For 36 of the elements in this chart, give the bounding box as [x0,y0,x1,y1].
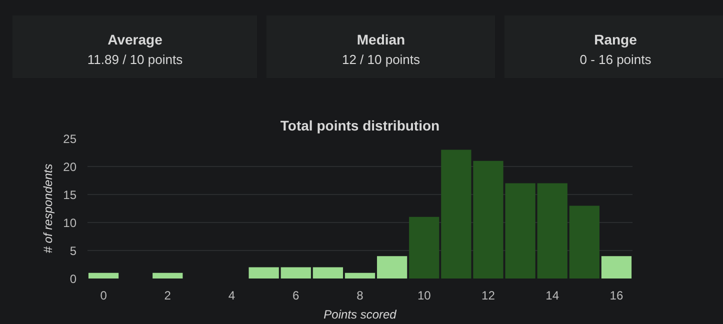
y-tick-label: 0 [70,272,77,286]
x-tick-label: 2 [164,288,172,302]
bar [88,272,119,278]
y-tick-label: 25 [63,132,77,146]
bar [601,256,632,278]
x-axis-title: Points scored [324,308,397,322]
bar [248,267,279,278]
chart-title: Total points distribution [280,118,440,134]
bar [280,267,311,278]
x-tick-label: 16 [610,288,624,302]
y-tick-label: 15 [63,188,77,202]
bar [409,216,440,278]
y-tick-label: 5 [70,244,77,258]
bar [569,206,600,278]
x-tick-label: 6 [292,288,300,302]
x-tick-label: 4 [228,288,236,302]
bar [152,272,183,278]
text: 0 - 16 points [580,52,652,68]
bar [344,272,376,278]
bar [537,183,568,278]
y-tick-label: 10 [63,216,77,230]
x-tick-label: 8 [356,288,364,302]
text: Average [108,31,163,48]
text: Median [356,31,406,48]
text: 11.89 / 10 points [87,52,184,68]
x-tick-label: 0 [100,288,108,302]
text: 12 / 10 points [342,52,421,68]
y-tick-label: 20 [63,160,77,174]
x-tick-label: 10 [417,288,432,302]
bar [441,150,472,278]
x-tick-label: 14 [546,288,560,302]
bar [312,267,344,278]
y-axis-title: # of respondents [41,164,56,254]
text: Range [594,31,638,48]
bar [376,256,408,278]
x-tick-label: 12 [482,288,496,302]
